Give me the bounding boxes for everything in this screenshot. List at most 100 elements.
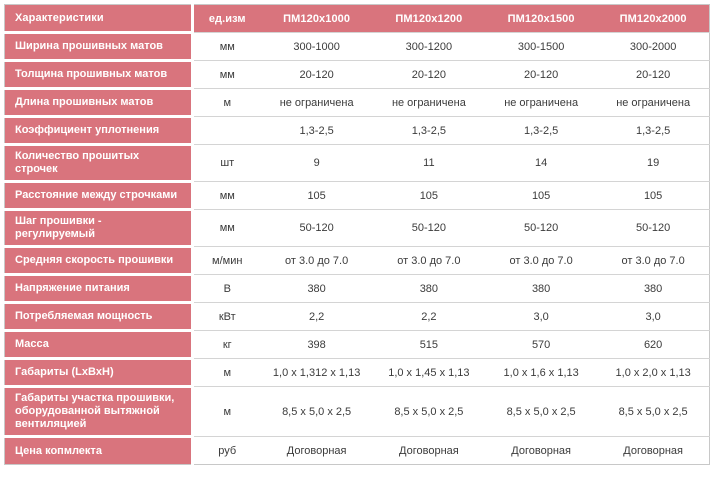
row-value: 1,3-2,5	[485, 116, 598, 145]
row-value: 1,0 x 1,6 x 1,13	[485, 358, 598, 387]
row-label: Габариты (LxBxH)	[4, 358, 194, 388]
row-value: 2,2	[260, 302, 373, 331]
row-label: Цена копмлекта	[4, 436, 194, 465]
row-value: не ограничена	[597, 88, 710, 117]
row-value: 1,3-2,5	[597, 116, 710, 145]
row-value: 1,3-2,5	[372, 116, 485, 145]
row-unit: мм	[192, 60, 261, 89]
row-value: не ограничена	[260, 88, 373, 117]
row-value: 20-120	[260, 60, 373, 89]
row-value: 3,0	[485, 302, 598, 331]
row-value: не ограничена	[485, 88, 598, 117]
row-value: 2,2	[372, 302, 485, 331]
row-value: от 3.0 до 7.0	[485, 246, 598, 275]
row-value: Договорная	[372, 436, 485, 465]
row-unit: шт	[192, 144, 261, 182]
row-value: 8,5 x 5,0 x 2,5	[597, 386, 710, 437]
row-value: 20-120	[597, 60, 710, 89]
table-row: Габариты участка прошивки, оборудованной…	[4, 386, 710, 438]
row-unit	[192, 116, 261, 145]
row-value: 50-120	[260, 209, 373, 247]
table-row: Длина прошивных матов м не ограничена не ог…	[4, 88, 710, 118]
row-label: Коэффициент уплотнения	[4, 116, 194, 146]
row-value: 105	[597, 181, 710, 210]
row-value: 1,0 x 2,0 x 1,13	[597, 358, 710, 387]
row-value: не ограничена	[372, 88, 485, 117]
table-row: Потребляемая мощность кВт 2,2 2,2 3,0 3,0	[4, 302, 710, 332]
row-value: 20-120	[372, 60, 485, 89]
table-row: Цена копмлекта руб Договорная Договорная Дог…	[4, 436, 710, 465]
row-unit: м	[192, 386, 261, 437]
table-row: Габариты (LxBxH) м 1,0 x 1,312 x 1,13 1,0 x…	[4, 358, 710, 388]
row-label: Средняя скорость прошивки	[4, 246, 194, 276]
row-label: Потребляемая мощность	[4, 302, 194, 332]
row-unit: мм	[192, 209, 261, 247]
row-value: 105	[260, 181, 373, 210]
header-model-1: ПМ120х1000	[260, 4, 373, 33]
row-value: 11	[372, 144, 485, 182]
row-value: 8,5 x 5,0 x 2,5	[485, 386, 598, 437]
header-model-4: ПМ120х2000	[597, 4, 710, 33]
row-label: Толщина прошивных матов	[4, 60, 194, 90]
row-value: 20-120	[485, 60, 598, 89]
header-model-2: ПМ120х1200	[372, 4, 485, 33]
row-value: 3,0	[597, 302, 710, 331]
row-label: Количество прошитых строчек	[4, 144, 194, 183]
row-value: 570	[485, 330, 598, 359]
row-unit: м	[192, 358, 261, 387]
row-unit: В	[192, 274, 261, 303]
specs-table: Характеристики ед.изм ПМ120х1000 ПМ120х1…	[4, 4, 710, 465]
row-value: 300-1000	[260, 32, 373, 61]
row-label: Габариты участка прошивки, оборудованной…	[4, 386, 194, 438]
header-model-3: ПМ120х1500	[485, 4, 598, 33]
table-row: Напряжение питания В 380 380 380 380	[4, 274, 710, 304]
header-row: Характеристики ед.изм ПМ120х1000 ПМ120х1…	[4, 4, 710, 34]
row-value: 50-120	[597, 209, 710, 247]
row-label: Расстояние между строчками	[4, 181, 194, 211]
row-value: 14	[485, 144, 598, 182]
row-value: 380	[372, 274, 485, 303]
row-value: Договорная	[597, 436, 710, 465]
specs-table-body: Ширина прошивных матов мм 300-1000 300-1200…	[4, 32, 710, 465]
row-value: 1,0 x 1,312 x 1,13	[260, 358, 373, 387]
row-value: от 3.0 до 7.0	[260, 246, 373, 275]
row-label: Шаг прошивки - регулируемый	[4, 209, 194, 248]
row-value: от 3.0 до 7.0	[372, 246, 485, 275]
row-label: Масса	[4, 330, 194, 360]
row-label: Длина прошивных матов	[4, 88, 194, 118]
row-unit: кВт	[192, 302, 261, 331]
row-label: Ширина прошивных матов	[4, 32, 194, 62]
row-unit: мм	[192, 181, 261, 210]
row-value: 300-1500	[485, 32, 598, 61]
row-value: Договорная	[260, 436, 373, 465]
row-value: 380	[597, 274, 710, 303]
header-characteristics: Характеристики	[4, 4, 194, 34]
row-unit: кг	[192, 330, 261, 359]
row-value: 380	[485, 274, 598, 303]
row-value: 398	[260, 330, 373, 359]
row-unit: м	[192, 88, 261, 117]
table-row: Толщина прошивных матов мм 20-120 20-120 20-…	[4, 60, 710, 90]
row-value: 1,0 x 1,45 x 1,13	[372, 358, 485, 387]
row-value: от 3.0 до 7.0	[597, 246, 710, 275]
row-value: 620	[597, 330, 710, 359]
row-unit: мм	[192, 32, 261, 61]
row-value: 9	[260, 144, 373, 182]
table-row: Коэффициент уплотнения 1,3-2,5 1,3-2,5 1,3-…	[4, 116, 710, 146]
row-value: 380	[260, 274, 373, 303]
row-value: 8,5 x 5,0 x 2,5	[372, 386, 485, 437]
row-value: 8,5 x 5,0 x 2,5	[260, 386, 373, 437]
row-value: Договорная	[485, 436, 598, 465]
table-row: Количество прошитых строчек шт 9 11 14 19	[4, 144, 710, 183]
row-value: 300-1200	[372, 32, 485, 61]
header-unit: ед.изм	[192, 4, 261, 33]
row-unit: руб	[192, 436, 261, 465]
table-row: Ширина прошивных матов мм 300-1000 300-1200…	[4, 32, 710, 62]
row-value: 105	[485, 181, 598, 210]
row-value: 1,3-2,5	[260, 116, 373, 145]
row-value: 300-2000	[597, 32, 710, 61]
row-label: Напряжение питания	[4, 274, 194, 304]
row-value: 105	[372, 181, 485, 210]
row-value: 50-120	[485, 209, 598, 247]
specs-table-container: Характеристики ед.изм ПМ120х1000 ПМ120х1…	[4, 4, 710, 465]
